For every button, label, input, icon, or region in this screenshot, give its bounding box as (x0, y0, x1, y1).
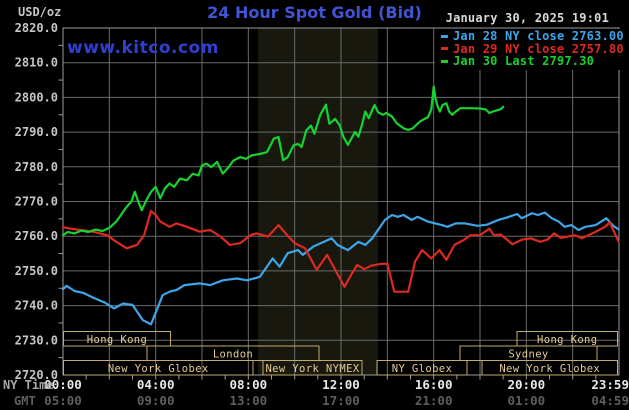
session-box (262, 360, 363, 376)
session-label: Hong Kong (537, 334, 598, 346)
x-tick-ny-label: 04:00 (137, 377, 175, 392)
y-tick-label: 2800.0 (15, 90, 58, 104)
x-tick-gmt-label: 17:00 (322, 393, 360, 408)
x-tick-ny-label: 20:00 (508, 377, 546, 392)
legend-item-jan28: Jan 28 NY close 2763.00 (435, 29, 629, 44)
y-tick-label: 2770.0 (15, 195, 58, 209)
x-tick-ny-label: 23:59 (591, 377, 629, 392)
series-line-1 (61, 209, 620, 293)
jan29-dash-icon (441, 47, 448, 51)
session-label: Hong Kong (87, 334, 148, 346)
session-label: NY Globex (392, 363, 453, 375)
jan30-dash-icon (441, 59, 448, 63)
jan28-dash-icon (441, 34, 448, 38)
x-tick-ny-label: 00:00 (44, 377, 82, 392)
session-label: New York Globex (108, 363, 209, 375)
x-tick-gmt-label: 05:00 (44, 393, 82, 408)
session-label: New York NYMEX (265, 363, 359, 375)
session-box (63, 360, 254, 376)
session-box (376, 360, 468, 376)
session-label: Sydney (508, 349, 548, 361)
legend-item-label: Jan 30 Last 2797.30 (453, 54, 595, 69)
y-axis-unit-label: USD/oz (18, 5, 62, 19)
x-tick-ny-label: 08:00 (230, 377, 268, 392)
y-tick-label: 2720.0 (15, 368, 58, 382)
y-tick-label: 2810.0 (15, 56, 58, 70)
timestamp: January 30, 2025 19:01 (445, 11, 609, 25)
x-tick-gmt-label: 21:00 (415, 393, 453, 408)
series-line-0 (61, 211, 620, 326)
y-tick-label: 2740.0 (15, 299, 58, 313)
gmt-caption: GMT (14, 394, 36, 408)
y-tick-label: 2790.0 (15, 125, 58, 139)
page-title: 24 Hour Spot Gold (Bid) (207, 3, 422, 22)
y-tick-label: 2780.0 (15, 160, 58, 174)
x-tick-gmt-label: 01:00 (508, 393, 546, 408)
legend-item-jan29: Jan 29 NY close 2757.80 (435, 41, 629, 56)
x-tick-ny-label: 16:00 (415, 377, 453, 392)
y-tick-label: 2760.0 (15, 229, 58, 243)
session-box (63, 331, 171, 347)
series-line-2 (61, 85, 505, 237)
x-tick-gmt-label: 13:00 (230, 393, 268, 408)
ny-time-caption: NY Time (3, 378, 54, 392)
legend-item-label: Jan 29 NY close 2757.80 (453, 41, 624, 56)
session-label: London (213, 349, 253, 361)
session-label: New York Globex (499, 363, 600, 375)
y-tick-label: 2750.0 (15, 264, 58, 278)
legend-item-jan30: Jan 30 Last 2797.30 (435, 54, 629, 69)
x-tick-ny-label: 12:00 (322, 377, 360, 392)
kitco-watermark-link[interactable]: www.kitco.com (67, 38, 219, 58)
legend: Jan 28 NY close 2763.00 Jan 29 NY close … (435, 29, 629, 70)
session-box (481, 360, 618, 376)
x-tick-gmt-label: 04:59 (591, 393, 629, 408)
legend-item-label: Jan 28 NY close 2763.00 (453, 29, 624, 44)
y-tick-label: 2730.0 (15, 333, 58, 347)
y-tick-label: 2820.0 (15, 21, 58, 35)
x-tick-gmt-label: 09:00 (137, 393, 175, 408)
